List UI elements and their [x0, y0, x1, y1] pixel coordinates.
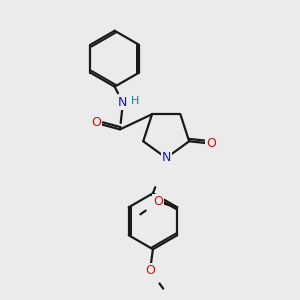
- Text: O: O: [206, 137, 216, 150]
- Text: H: H: [131, 96, 140, 106]
- Text: O: O: [145, 264, 155, 277]
- Text: N: N: [118, 96, 128, 110]
- Text: O: O: [153, 196, 163, 208]
- Text: O: O: [91, 116, 101, 129]
- Text: N: N: [161, 152, 171, 164]
